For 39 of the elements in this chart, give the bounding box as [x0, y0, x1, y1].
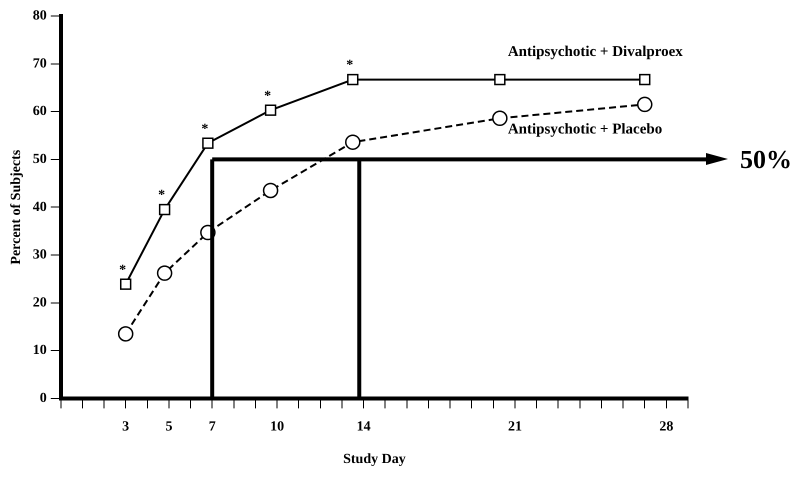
y-tick-label: 0	[40, 391, 47, 406]
y-tick-label: 10	[32, 343, 47, 358]
y-tick-label: 80	[32, 8, 47, 24]
series-label: Antipsychotic + Divalproex	[508, 44, 684, 60]
point	[156, 265, 172, 281]
annotation: *	[201, 122, 208, 137]
y-tick-label: 40	[32, 200, 47, 215]
x-tick-label: 7	[208, 419, 216, 434]
annotation: *	[264, 88, 272, 104]
annotation: *	[346, 58, 354, 74]
y-tick-label: 50	[32, 152, 47, 168]
y-tick-label: 20	[32, 295, 47, 310]
y-axis-title: Percent of Subjects	[9, 149, 24, 265]
x-tick-label: 10	[270, 419, 284, 434]
point	[202, 137, 214, 149]
point	[492, 110, 508, 126]
point	[118, 326, 134, 342]
x-tick-label: 5	[165, 419, 172, 434]
point	[347, 74, 358, 86]
annotation: *	[119, 262, 126, 278]
series-label: Antipsychotic + Placebo	[508, 122, 662, 138]
point	[345, 134, 361, 150]
point	[494, 74, 506, 86]
ref-line-label: 50%	[740, 145, 791, 174]
annotation: *	[158, 188, 166, 204]
point	[636, 96, 652, 112]
point	[120, 278, 132, 290]
x-tick-label: 3	[122, 419, 130, 434]
point	[264, 104, 276, 116]
point	[262, 182, 278, 198]
y-tick-label: 70	[32, 56, 47, 72]
y-tick-label: 60	[32, 104, 47, 120]
y-tick-label: 30	[32, 248, 47, 263]
x-axis-title: Study Day	[343, 452, 406, 468]
x-tick-label: 21	[508, 419, 522, 434]
x-tick-label: 14	[356, 419, 371, 434]
x-tick-label: 28	[659, 419, 674, 434]
point	[158, 204, 170, 216]
point	[639, 74, 650, 86]
